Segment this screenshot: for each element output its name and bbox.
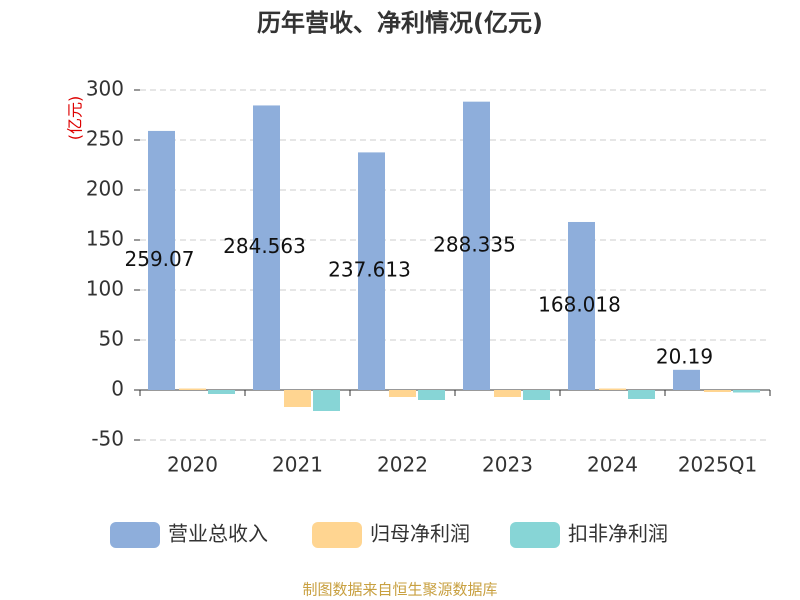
- y-tick-label: 50: [99, 327, 124, 351]
- y-tick-label: 300: [86, 77, 124, 101]
- bar: [704, 390, 731, 392]
- bar: [284, 390, 311, 407]
- bar: [599, 388, 626, 390]
- bar: [313, 390, 340, 411]
- bar: [568, 221, 595, 390]
- y-tick-label: 150: [86, 227, 124, 251]
- x-tick-label: 2023: [482, 453, 533, 477]
- legend-label: 归母净利润: [370, 522, 470, 546]
- chart-title: 历年营收、净利情况(亿元): [257, 9, 543, 37]
- bar: [628, 390, 655, 399]
- x-tick-label: 2022: [377, 453, 428, 477]
- bar: [494, 390, 521, 397]
- bar: [253, 105, 280, 390]
- data-label: 168.018: [538, 292, 621, 316]
- y-tick-label: 250: [86, 127, 124, 151]
- bar: [418, 390, 445, 400]
- y-tick-label: 100: [86, 277, 124, 301]
- legend-swatch: [312, 522, 362, 548]
- bar: [523, 390, 550, 400]
- y-tick-label: -50: [91, 427, 124, 451]
- y-tick-label: 200: [86, 177, 124, 201]
- bar: [148, 130, 175, 390]
- data-label: 237.613: [328, 258, 411, 282]
- bar: [463, 101, 490, 390]
- bar: [673, 369, 700, 390]
- source-note: 制图数据来自恒生聚源数据库: [302, 581, 497, 599]
- data-label: 288.335: [433, 232, 516, 256]
- data-label: 284.563: [223, 234, 306, 258]
- y-tick-label: 0: [111, 377, 124, 401]
- legend-label: 营业总收入: [168, 522, 268, 546]
- legend-swatch: [510, 522, 560, 548]
- bar: [179, 388, 206, 390]
- bar: [733, 390, 760, 393]
- bar: [208, 390, 235, 394]
- x-tick-label: 2020: [167, 453, 218, 477]
- data-label: 259.07: [125, 247, 195, 271]
- x-tick-label: 2021: [272, 453, 323, 477]
- bar: [389, 390, 416, 397]
- legend-label: 扣非净利润: [568, 522, 668, 546]
- data-label: 20.19: [656, 344, 713, 368]
- legend-swatch: [110, 522, 160, 548]
- x-tick-label: 2024: [587, 453, 638, 477]
- x-tick-label: 2025Q1: [678, 453, 757, 477]
- y-axis-label: (亿元): [66, 96, 85, 141]
- bar: [358, 152, 385, 390]
